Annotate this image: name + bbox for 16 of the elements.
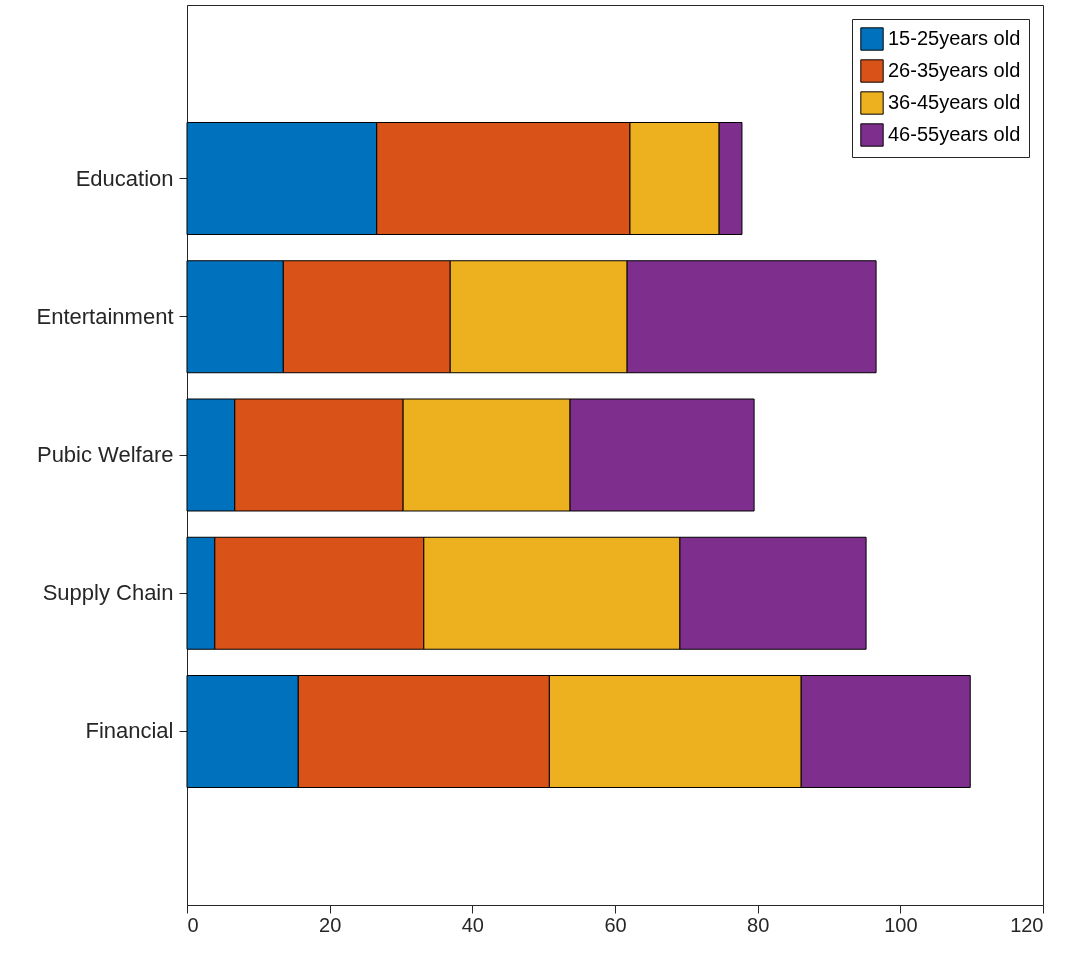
y-tick-label: Pubic Welfare bbox=[36, 442, 174, 467]
legend-label: 26-35years old bbox=[888, 59, 1021, 81]
x-tick-label: 0 bbox=[187, 913, 199, 936]
y-tick-label: Entertainment bbox=[36, 303, 174, 329]
y-tick-label: Supply Chain bbox=[42, 580, 174, 606]
x-tick-label: 80 bbox=[747, 913, 770, 936]
x-tick-label: 40 bbox=[461, 913, 484, 936]
x-tick-label: 60 bbox=[604, 913, 627, 936]
legend-label: 15-25years old bbox=[888, 27, 1021, 49]
x-tick-label: 20 bbox=[319, 913, 342, 936]
x-tick-label: 100 bbox=[884, 913, 918, 936]
y-tick-label: Education bbox=[75, 165, 174, 191]
legend-label: 46-55years old bbox=[888, 123, 1021, 145]
x-tick-label: 120 bbox=[1010, 913, 1044, 936]
y-tick-label: Financial bbox=[85, 718, 174, 744]
legend-label: 36-45years old bbox=[888, 91, 1021, 113]
